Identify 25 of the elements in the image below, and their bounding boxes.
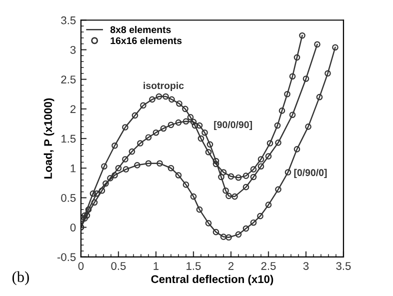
x-tick-label: 0 bbox=[78, 262, 84, 270]
x-tick-label: 3.5 bbox=[336, 262, 351, 270]
y-tick-label: 0.5 bbox=[61, 194, 76, 202]
text: (b) bbox=[12, 271, 29, 286]
x-tick-label: 0.5 bbox=[111, 262, 126, 270]
y-tick-label: 2.5 bbox=[61, 76, 76, 84]
x-axis-title: Central deflection (x10) bbox=[151, 274, 274, 286]
legend-label: 8x8 elements bbox=[110, 26, 171, 34]
annotation: [0/90/0] bbox=[294, 168, 327, 178]
y-tick-label: 3 bbox=[70, 46, 76, 54]
y-tick-label: 0 bbox=[70, 224, 76, 232]
x-tick-label: 2 bbox=[228, 262, 234, 270]
y-tick-label: 3.5 bbox=[61, 16, 76, 24]
x-tick-label: 3 bbox=[303, 262, 309, 270]
x-tick-label: 1 bbox=[154, 262, 159, 270]
y-tick-label: -0.5 bbox=[57, 253, 76, 262]
x-tick-label: 1.5 bbox=[186, 262, 201, 270]
y-tick-label: 1.5 bbox=[62, 134, 76, 143]
legend-label: 16x16 elements bbox=[110, 36, 182, 44]
y-tick-label: 2 bbox=[70, 105, 76, 113]
y-tick-label: 1 bbox=[70, 164, 76, 172]
annotation: isotropic bbox=[144, 82, 184, 91]
annotation: [90/0/90] bbox=[214, 120, 252, 130]
x-tick-label: 2.5 bbox=[261, 262, 276, 270]
y-axis-title: Load, P (x1000) bbox=[44, 98, 54, 178]
